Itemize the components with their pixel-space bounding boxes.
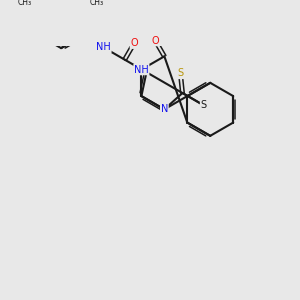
Text: N: N [161, 104, 168, 114]
Text: CH₃: CH₃ [18, 0, 32, 7]
Text: NH: NH [96, 43, 111, 52]
Text: NH: NH [134, 64, 149, 75]
Text: S: S [177, 68, 184, 78]
Text: O: O [152, 36, 159, 46]
Text: S: S [200, 100, 207, 110]
Text: CH₃: CH₃ [90, 0, 104, 7]
Text: O: O [130, 38, 138, 48]
